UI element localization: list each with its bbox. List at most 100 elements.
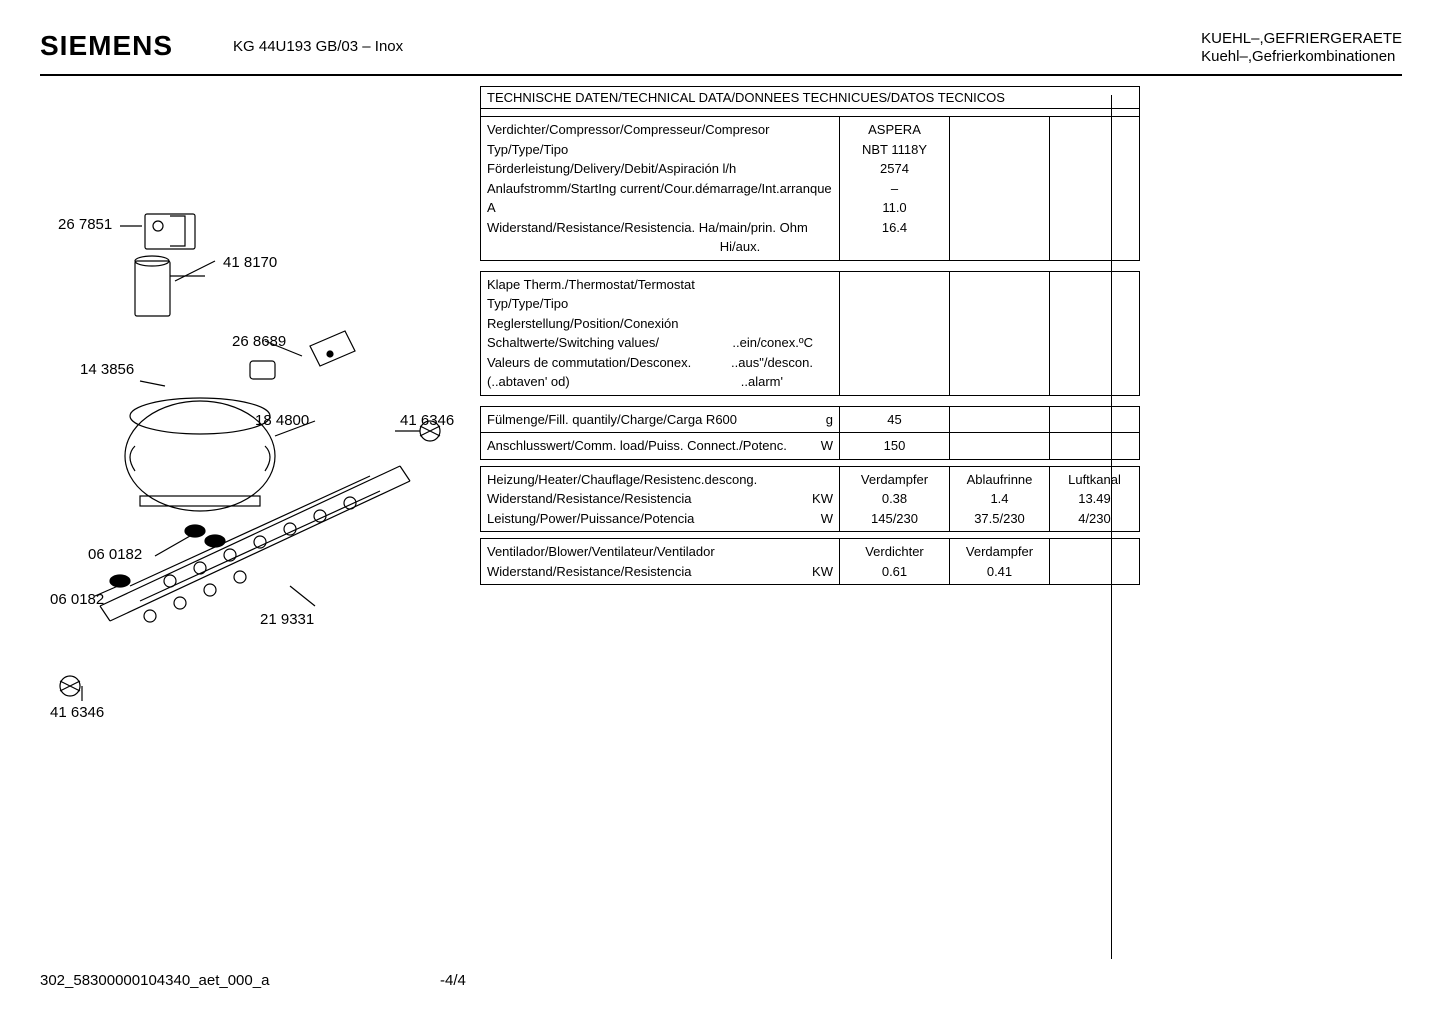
label: Widerstand/Resistance/Resistencia. Ha/ma… [487,218,833,238]
label: ..ein/conex.ºC [732,333,833,353]
blower-col2: Verdampfer 0.41 [949,539,1049,584]
vertical-divider [1111,95,1112,959]
blower-col1: Verdichter 0.61 [839,539,949,584]
fill-value: 45 [839,407,949,433]
unit: W [821,436,833,456]
label: Widerstand/Resistance/Resistencia [487,562,691,582]
model-number: KG 44U193 GB/03 – Inox [233,38,403,55]
heater-col2: Ablaufrinne 1.4 37.5/230 [949,467,1049,532]
unit: W [821,509,833,529]
exploded-diagram: 26 7851 41 8170 26 8689 14 3856 18 4800 … [40,86,470,806]
empty-col [949,272,1049,395]
load-value: 150 [839,433,949,459]
empty-col [1049,539,1139,584]
col-header: Verdichter [846,542,943,562]
empty-col [1049,117,1139,260]
heater-labels: Heizung/Heater/Chauflage/Resistenc.desco… [481,467,839,532]
footer-doc-id: 302_58300000104340_aet_000_a [40,972,269,989]
header-category: KUEHL–,GEFRIERGERAETE Kuehl–,Gefrierkomb… [1201,30,1402,66]
heater-col3: Luftkanal 13.49 4/230 [1049,467,1139,532]
label: Typ/Type/Tipo [487,294,833,314]
label: Leistung/Power/Puissance/Potencia [487,509,694,529]
unit: g [826,410,833,430]
part-label: 41 8170 [223,254,277,271]
label: Förderleistung/Delivery/Debit/Aspiración… [487,159,833,179]
empty-col [1049,407,1139,433]
part-label: 26 8689 [232,333,286,350]
label: Ventilador/Blower/Ventilateur/Ventilador [487,542,833,562]
label: ..alarm' [741,372,833,392]
col-header: Ablaufrinne [956,470,1043,490]
heater-col1: Verdampfer 0.38 145/230 [839,467,949,532]
value: 1.4 [956,489,1043,509]
value: 0.41 [956,562,1043,582]
value: 37.5/230 [956,509,1043,529]
col-header: Verdampfer [956,542,1043,562]
part-label: 18 4800 [255,412,309,429]
col-header: Verdampfer [846,470,943,490]
label: Klape Therm./Thermostat/Termostat [487,275,833,295]
part-label: 41 6346 [50,704,104,721]
empty-col [839,272,949,395]
part-label: 06 0182 [88,546,142,563]
label: ..aus"/descon. [731,353,833,373]
compressor-values: ASPERA NBT 1118Y 2574 – 11.0 16.4 [839,117,949,260]
label: Typ/Type/Tipo [487,140,833,160]
value: 11.0 [846,198,943,218]
empty-col [949,433,1049,459]
blower-labels: Ventilador/Blower/Ventilateur/Ventilador… [481,539,839,584]
compressor-block: Verdichter/Compressor/Compresseur/Compre… [480,117,1140,261]
value: 0.38 [846,489,943,509]
value: 2574 [846,159,943,179]
label: Fülmenge/Fill. quantily/Charge/Carga R60… [487,410,737,430]
empty-col [949,117,1049,260]
value: 13.49 [1056,489,1133,509]
label: Valeurs de commutation/Desconex. [487,353,691,373]
label: Heizung/Heater/Chauflage/Resistenc.desco… [487,470,833,490]
unit: KW [812,562,833,582]
thermostat-labels: Klape Therm./Thermostat/Termostat Typ/Ty… [481,272,839,395]
compressor-labels: Verdichter/Compressor/Compresseur/Compre… [481,117,839,260]
heater-block: Heizung/Heater/Chauflage/Resistenc.desco… [480,466,1140,533]
thermostat-block: Klape Therm./Thermostat/Termostat Typ/Ty… [480,271,1140,396]
unit: KW [812,489,833,509]
value: 0.61 [846,562,943,582]
label: Widerstand/Resistance/Resistencia [487,489,691,509]
parts-diagram-svg [40,186,460,786]
col-header: Luftkanal [1056,470,1133,490]
tech-data-title: TECHNISCHE DATEN/TECHNICAL DATA/DONNEES … [480,86,1140,109]
label: Anschlusswert/Comm. load/Puiss. Connect.… [487,436,787,456]
load-block: Anschlusswert/Comm. load/Puiss. Connect.… [480,433,1140,460]
page-header: SIEMENS KG 44U193 GB/03 – Inox KUEHL–,GE… [40,30,1402,76]
empty-col [1049,272,1139,395]
blower-block: Ventilador/Blower/Ventilateur/Ventilador… [480,538,1140,585]
footer-page-number: -4/4 [440,972,466,989]
value: 16.4 [846,218,943,238]
empty-col [1049,433,1139,459]
label: Anlaufstromm/StartIng current/Cour.démar… [487,179,833,218]
category-line-1: KUEHL–,GEFRIERGERAETE [1201,30,1402,48]
label: Reglerstellung/Position/Conexión [487,314,833,334]
part-label: 06 0182 [50,591,104,608]
brand-logo: SIEMENS [40,30,173,62]
label: Hi/aux. [487,237,833,257]
part-label: 14 3856 [80,361,134,378]
value: 4/230 [1056,509,1133,529]
label: Verdichter/Compressor/Compresseur/Compre… [487,120,833,140]
fill-labels: Fülmenge/Fill. quantily/Charge/Carga R60… [481,407,839,433]
spacer-bar [480,109,1140,117]
header-left: SIEMENS KG 44U193 GB/03 – Inox [40,30,403,62]
value: ASPERA [846,120,943,140]
value: 145/230 [846,509,943,529]
technical-data-tables: TECHNISCHE DATEN/TECHNICAL DATA/DONNEES … [480,86,1140,806]
part-label: 41 6346 [400,412,454,429]
label: Schaltwerte/Switching values/ [487,333,659,353]
fill-block: Fülmenge/Fill. quantily/Charge/Carga R60… [480,406,1140,434]
part-label: 26 7851 [58,216,112,233]
value: NBT 1118Y [846,140,943,160]
label: (..abtaven' od) [487,372,570,392]
value: – [846,179,943,199]
load-labels: Anschlusswert/Comm. load/Puiss. Connect.… [481,433,839,459]
empty-col [949,407,1049,433]
part-label: 21 9331 [260,611,314,628]
